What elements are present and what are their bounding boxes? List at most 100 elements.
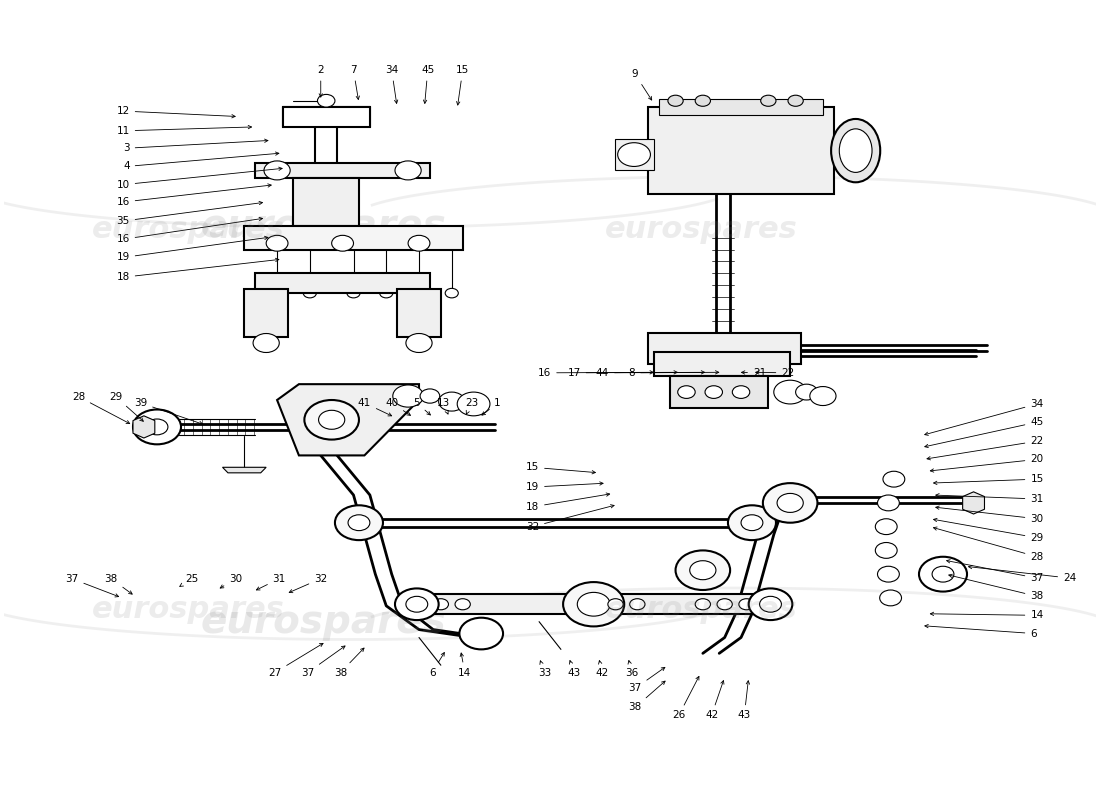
Circle shape <box>878 495 900 511</box>
Circle shape <box>455 598 471 610</box>
Text: 37: 37 <box>65 574 119 597</box>
Text: 16: 16 <box>117 184 272 207</box>
Text: 5: 5 <box>414 398 430 415</box>
Text: 31: 31 <box>256 574 286 590</box>
Text: 30: 30 <box>220 574 242 588</box>
Text: 18: 18 <box>526 493 609 512</box>
Text: 13: 13 <box>437 398 450 414</box>
Text: 18: 18 <box>117 258 279 282</box>
Circle shape <box>460 618 503 650</box>
Circle shape <box>695 95 711 106</box>
Circle shape <box>334 506 383 540</box>
Text: 9: 9 <box>631 70 651 100</box>
Text: 24: 24 <box>968 566 1076 583</box>
Text: 19: 19 <box>117 236 268 262</box>
Text: 38: 38 <box>104 574 132 594</box>
Text: eurospares: eurospares <box>605 215 797 244</box>
Circle shape <box>395 161 421 180</box>
Text: 32: 32 <box>289 574 328 593</box>
Circle shape <box>880 590 902 606</box>
Circle shape <box>439 392 465 411</box>
Circle shape <box>379 288 393 298</box>
Polygon shape <box>244 226 463 250</box>
Text: 4: 4 <box>123 152 278 171</box>
Circle shape <box>878 566 900 582</box>
Text: 28: 28 <box>934 527 1044 562</box>
Text: 30: 30 <box>936 506 1044 524</box>
Text: 21: 21 <box>741 368 767 378</box>
Circle shape <box>761 95 776 106</box>
Polygon shape <box>255 162 430 178</box>
Circle shape <box>253 334 279 353</box>
Text: 38: 38 <box>333 648 364 678</box>
Bar <box>283 107 370 127</box>
Text: 28: 28 <box>72 391 130 424</box>
Text: 42: 42 <box>705 681 724 720</box>
Polygon shape <box>133 416 155 438</box>
Circle shape <box>690 561 716 580</box>
Circle shape <box>728 506 776 540</box>
Text: 41: 41 <box>358 398 392 416</box>
Polygon shape <box>419 594 768 614</box>
Text: 15: 15 <box>456 66 470 105</box>
Circle shape <box>406 334 432 353</box>
Text: 22: 22 <box>756 368 794 378</box>
Circle shape <box>271 288 284 298</box>
Text: 45: 45 <box>421 66 434 103</box>
Circle shape <box>408 235 430 251</box>
Circle shape <box>733 386 750 398</box>
Polygon shape <box>648 333 801 364</box>
Text: 17: 17 <box>568 368 678 378</box>
Text: 6: 6 <box>429 653 444 678</box>
Circle shape <box>618 142 650 166</box>
Polygon shape <box>648 107 834 194</box>
Text: 35: 35 <box>117 202 263 226</box>
Circle shape <box>133 410 182 444</box>
Circle shape <box>578 592 610 616</box>
Text: 31: 31 <box>936 494 1044 504</box>
Circle shape <box>788 95 803 106</box>
Text: 14: 14 <box>459 653 472 678</box>
Circle shape <box>412 288 426 298</box>
Circle shape <box>668 95 683 106</box>
Text: 12: 12 <box>117 106 235 118</box>
Text: 15: 15 <box>934 474 1044 485</box>
Circle shape <box>406 596 428 612</box>
Text: 29: 29 <box>109 391 143 422</box>
Circle shape <box>883 471 905 487</box>
Text: 20: 20 <box>931 454 1044 472</box>
Circle shape <box>932 566 954 582</box>
Text: 26: 26 <box>672 677 698 720</box>
Text: 43: 43 <box>568 661 581 678</box>
Text: eurospares: eurospares <box>91 595 284 624</box>
Text: 34: 34 <box>925 399 1044 435</box>
Polygon shape <box>294 178 359 226</box>
Circle shape <box>346 288 360 298</box>
Text: 2: 2 <box>318 66 324 97</box>
Circle shape <box>264 161 290 180</box>
Circle shape <box>675 550 730 590</box>
Text: 36: 36 <box>625 661 638 678</box>
Text: 37: 37 <box>628 667 664 694</box>
Ellipse shape <box>832 119 880 182</box>
Polygon shape <box>670 376 768 408</box>
Polygon shape <box>659 99 823 115</box>
Circle shape <box>420 389 440 403</box>
Circle shape <box>810 386 836 406</box>
Text: 44: 44 <box>596 368 705 378</box>
Text: 6: 6 <box>925 625 1037 638</box>
Text: 7: 7 <box>350 66 360 99</box>
Text: 34: 34 <box>385 66 398 103</box>
Circle shape <box>319 410 344 430</box>
Text: 38: 38 <box>949 574 1044 602</box>
Text: 40: 40 <box>385 398 410 415</box>
Text: 3: 3 <box>123 139 268 154</box>
Text: 16: 16 <box>117 218 263 244</box>
Circle shape <box>763 483 817 522</box>
Circle shape <box>446 288 459 298</box>
Text: 38: 38 <box>628 681 666 713</box>
Circle shape <box>318 94 334 107</box>
Circle shape <box>705 386 723 398</box>
Circle shape <box>146 419 168 435</box>
Polygon shape <box>616 138 653 170</box>
